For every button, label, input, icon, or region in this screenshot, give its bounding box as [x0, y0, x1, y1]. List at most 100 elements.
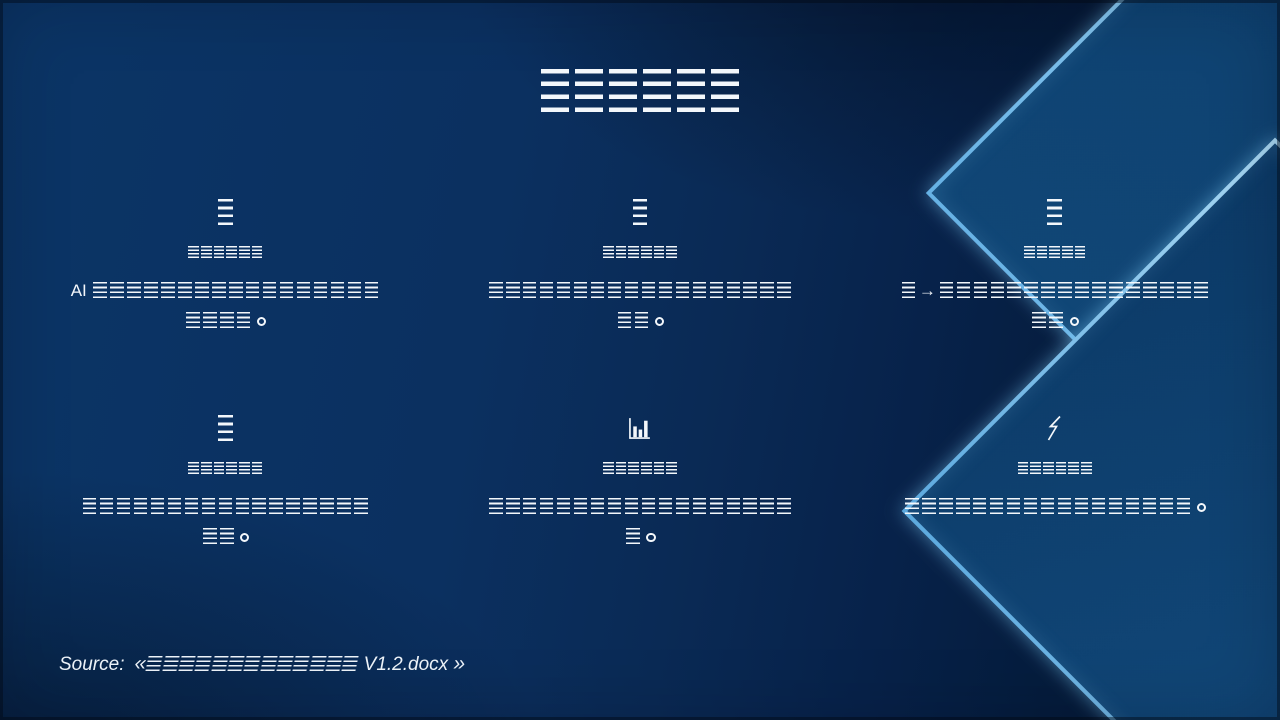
- cjk-glyph-placeholder: [607, 498, 622, 514]
- cjk-glyph-placeholder: [150, 498, 165, 514]
- cell-subtitle-placeholder: [847, 244, 1262, 262]
- cjk-glyph-placeholder: [573, 282, 588, 298]
- cjk-glyph-placeholder: [973, 282, 988, 298]
- cjk-glyph-placeholder: [641, 245, 652, 259]
- right-arrow-glyph: →: [918, 281, 936, 300]
- feature-cell-1: AI: [18, 196, 433, 412]
- cjk-glyph-placeholder: [628, 461, 639, 475]
- cjk-glyph-placeholder: [522, 498, 537, 514]
- cjk-glyph-placeholder: [252, 498, 267, 514]
- cjk-glyph-placeholder: [211, 282, 226, 298]
- cjk-glyph-placeholder: [188, 245, 199, 259]
- cell-body-placeholder: AI: [18, 276, 433, 336]
- cjk-glyph-placeholder: [1075, 282, 1089, 298]
- cjk-glyph-placeholder: [989, 498, 1004, 514]
- cjk-period-glyph: [646, 532, 656, 542]
- cjk-glyph-placeholder: [161, 282, 175, 298]
- cjk-glyph-placeholder: [201, 498, 216, 514]
- cjk-glyph-placeholder: [219, 528, 234, 544]
- cjk-glyph-placeholder: [1194, 282, 1208, 298]
- cjk-glyph-placeholder: [556, 498, 571, 514]
- cjk-glyph-placeholder: [178, 282, 192, 298]
- cjk-glyph-placeholder: [1049, 245, 1060, 259]
- cjk-glyph-placeholder: [675, 282, 690, 298]
- angle-bracket: »: [453, 652, 466, 675]
- cjk-glyph-placeholder: [692, 498, 707, 514]
- cjk-glyph-placeholder: [539, 498, 554, 514]
- cjk-glyph-placeholder: [709, 498, 724, 514]
- feature-grid: AI →: [18, 196, 1262, 628]
- cjk-glyph-placeholder: [145, 655, 163, 671]
- cell-icon-wrap: [847, 412, 1262, 444]
- cjk-glyph-placeholder: [269, 498, 284, 514]
- cjk-glyph-placeholder: [364, 282, 379, 298]
- cell-body-placeholder: [433, 492, 848, 552]
- cjk-glyph-placeholder: [1074, 245, 1086, 259]
- cjk-glyph-placeholder: [1030, 461, 1041, 475]
- cjk-glyph-placeholder: [1126, 282, 1140, 298]
- cjk-period-glyph: [654, 316, 665, 326]
- cjk-glyph-placeholder: [211, 655, 229, 671]
- cjk-glyph-placeholder: [1176, 498, 1191, 514]
- cjk-glyph-placeholder: [760, 498, 775, 514]
- cjk-glyph-placeholder: [641, 461, 652, 475]
- cjk-glyph-placeholder: [522, 282, 537, 298]
- cjk-glyph-placeholder: [624, 282, 639, 298]
- cjk-glyph-placeholder: [1108, 498, 1123, 514]
- bars-icon: [217, 199, 233, 225]
- cell-body-line: [847, 306, 1262, 336]
- cell-icon-wrap: [433, 412, 848, 444]
- cjk-glyph-placeholder: [615, 245, 627, 259]
- cjk-glyph-placeholder: [1023, 498, 1038, 514]
- cjk-glyph-placeholder: [178, 655, 196, 671]
- cjk-glyph-placeholder: [488, 498, 503, 514]
- cjk-glyph-placeholder: [243, 655, 261, 671]
- cjk-glyph-placeholder: [676, 68, 706, 112]
- cell-body-line: [18, 306, 433, 336]
- cjk-glyph-placeholder: [202, 528, 217, 544]
- cjk-glyph-placeholder: [320, 498, 334, 514]
- cell-body-line: [433, 276, 848, 306]
- cjk-glyph-placeholder: [1023, 245, 1035, 259]
- cjk-glyph-placeholder: [505, 282, 520, 298]
- source-label: Source:: [59, 654, 125, 675]
- cjk-glyph-placeholder: [1177, 282, 1191, 298]
- cjk-glyph-placeholder: [658, 498, 673, 514]
- cjk-glyph-placeholder: [354, 498, 368, 514]
- cjk-glyph-placeholder: [540, 68, 570, 112]
- cjk-glyph-placeholder: [760, 282, 775, 298]
- cjk-glyph-placeholder: [184, 498, 199, 514]
- cjk-glyph-placeholder: [675, 498, 690, 514]
- bars-icon: [217, 415, 233, 441]
- cjk-glyph-placeholder: [602, 461, 614, 475]
- cell-body-line: [433, 492, 848, 522]
- cjk-glyph-placeholder: [185, 312, 200, 328]
- cjk-glyph-placeholder: [726, 282, 741, 298]
- cjk-glyph-placeholder: [642, 68, 672, 112]
- cjk-glyph-placeholder: [905, 498, 919, 514]
- cell-body-placeholder: [433, 276, 848, 336]
- cjk-glyph-placeholder: [1036, 245, 1048, 259]
- cell-body-line: AI: [18, 276, 433, 306]
- cjk-glyph-placeholder: [1062, 245, 1073, 259]
- cjk-glyph-placeholder: [251, 461, 263, 475]
- cjk-glyph-placeholder: [653, 461, 665, 475]
- cjk-glyph-placeholder: [743, 282, 758, 298]
- cell-body-line: [433, 306, 848, 336]
- cjk-glyph-placeholder: [626, 528, 640, 544]
- cjk-glyph-placeholder: [1159, 498, 1174, 514]
- cjk-glyph-placeholder: [227, 655, 245, 671]
- cjk-glyph-placeholder: [726, 498, 741, 514]
- source-line: Source: « V1.2.docx »: [59, 652, 465, 676]
- cjk-glyph-placeholder: [608, 68, 638, 112]
- cjk-glyph-placeholder: [144, 282, 158, 298]
- cjk-glyph-placeholder: [666, 461, 678, 475]
- cjk-glyph-placeholder: [709, 282, 724, 298]
- cjk-glyph-placeholder: [573, 498, 588, 514]
- cjk-glyph-placeholder: [956, 282, 971, 298]
- cjk-glyph-placeholder: [641, 498, 656, 514]
- cjk-glyph-placeholder: [1091, 498, 1106, 514]
- cjk-glyph-placeholder: [194, 282, 209, 298]
- text-run: V1.2.docx: [358, 654, 454, 675]
